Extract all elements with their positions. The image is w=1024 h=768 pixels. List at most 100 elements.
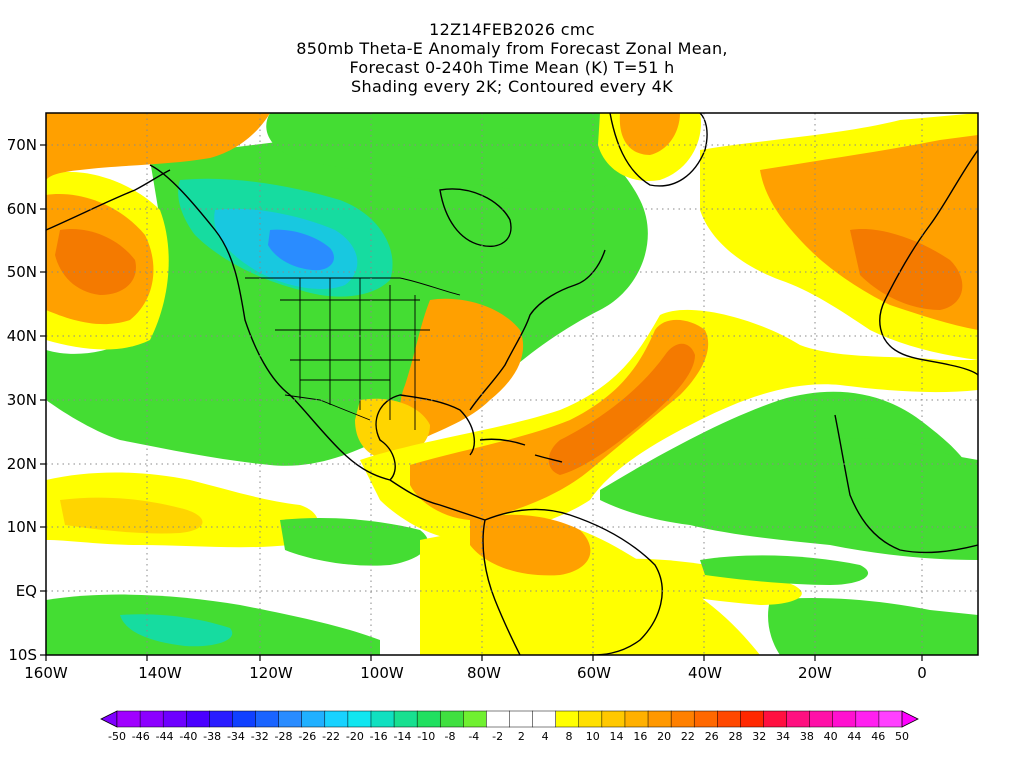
title-forecast-period: Forecast 0-240h Time Mean (K) T=51 h bbox=[349, 58, 675, 77]
lon-label-20w: 20W bbox=[798, 664, 832, 682]
colorbar-swatch bbox=[855, 710, 880, 728]
lon-label-40w: 40W bbox=[688, 664, 722, 682]
field-green-south-atlantic bbox=[768, 598, 978, 655]
field-green-canada-arctic bbox=[266, 113, 635, 192]
lon-label-160w: 160W bbox=[24, 664, 68, 682]
coast-europe bbox=[879, 149, 978, 376]
lat-ticks bbox=[40, 144, 46, 656]
colorbar-label: -16 bbox=[370, 730, 388, 743]
colorbar-label: 8 bbox=[565, 730, 572, 743]
colorbar-label: -28 bbox=[275, 730, 293, 743]
lat-labels: 70N 60N 50N 40N 30N 20N 10N EQ 10S bbox=[7, 136, 37, 664]
colorbar-label: -40 bbox=[179, 730, 197, 743]
colorbar: -50 -46 -44 -40 -38 -34 -32 -28 -26 -22 -20 -16 -14-… bbox=[100, 710, 919, 743]
colorbar-min-arrow bbox=[100, 710, 118, 728]
colorbar-swatch bbox=[278, 710, 303, 728]
coast-caribbean-islands bbox=[479, 438, 563, 463]
colorbar-swatch bbox=[324, 710, 349, 728]
colorbar-swatch bbox=[763, 710, 788, 728]
colorbar-swatch bbox=[740, 710, 765, 728]
colorbar-label: 44 bbox=[847, 730, 861, 743]
colorbar-swatch bbox=[301, 710, 326, 728]
colorbar-swatch bbox=[347, 710, 372, 728]
lon-ticks bbox=[45, 655, 923, 661]
field-yellow-eastern-us bbox=[355, 398, 430, 460]
colorbar-swatch bbox=[416, 710, 441, 728]
coast-south-america bbox=[484, 508, 663, 655]
colorbar-swatch bbox=[786, 710, 811, 728]
colorbar-label: -20 bbox=[346, 730, 364, 743]
colorbar-swatch bbox=[717, 710, 741, 728]
lon-label-60w: 60W bbox=[577, 664, 611, 682]
colorbar-swatch bbox=[555, 710, 580, 728]
colorbar-swatch bbox=[578, 710, 603, 728]
lat-label-70n: 70N bbox=[7, 136, 37, 154]
graticule bbox=[46, 113, 978, 655]
field-orange-south-america bbox=[470, 514, 591, 576]
state-borders bbox=[245, 277, 461, 430]
colorbar-swatch bbox=[486, 710, 511, 728]
colorbar-label: 16 bbox=[633, 730, 647, 743]
map-frame bbox=[45, 112, 979, 656]
coast-central-america bbox=[389, 479, 486, 521]
colorbar-swatch bbox=[509, 710, 534, 728]
lat-label-40n: 40N bbox=[7, 327, 37, 345]
colorbar-label: -32 bbox=[251, 730, 269, 743]
border-us-canada bbox=[245, 277, 461, 296]
field-green-pacific-itcz bbox=[280, 518, 429, 566]
coast-greenland bbox=[609, 113, 708, 187]
colorbar-label: 22 bbox=[681, 730, 695, 743]
colorbar-label: 40 bbox=[824, 730, 838, 743]
anomaly-field bbox=[46, 113, 978, 655]
field-teal-south-pacific bbox=[120, 614, 233, 647]
lon-labels: 160W 140W 120W 100W 80W 60W 40W 20W 0 bbox=[24, 664, 927, 682]
colorbar-max-arrow bbox=[901, 710, 919, 728]
colorbar-label: 46 bbox=[871, 730, 885, 743]
colorbar-label: -4 bbox=[468, 730, 479, 743]
field-dark-orange-alaska bbox=[55, 229, 136, 295]
colorbar-swatch bbox=[116, 710, 141, 728]
colorbar-swatch bbox=[232, 710, 257, 728]
coast-south-america-west bbox=[482, 519, 521, 655]
colorbar-label: 34 bbox=[776, 730, 790, 743]
colorbar-label: -34 bbox=[227, 730, 245, 743]
title-block: 12Z14FEB2026 cmc 850mb Theta-E Anomaly f… bbox=[0, 20, 1024, 96]
colorbar-swatch bbox=[209, 710, 233, 728]
colorbar-label: -46 bbox=[132, 730, 150, 743]
colorbar-label: 10 bbox=[586, 730, 600, 743]
coast-north-america-west bbox=[149, 164, 391, 481]
coast-north-america-east bbox=[469, 249, 606, 411]
colorbar-label: 38 bbox=[800, 730, 814, 743]
lon-label-80w: 80W bbox=[467, 664, 501, 682]
lat-label-eq: EQ bbox=[16, 582, 37, 600]
field-dark-orange-europe bbox=[850, 229, 963, 310]
colorbar-label: 26 bbox=[705, 730, 719, 743]
colorbar-label: -10 bbox=[417, 730, 435, 743]
colorbar-label: -8 bbox=[445, 730, 456, 743]
lon-label-100w: 100W bbox=[360, 664, 404, 682]
field-orange-eastern-us bbox=[400, 298, 524, 440]
lat-label-10s: 10S bbox=[8, 646, 37, 664]
state-grid-lines bbox=[275, 278, 430, 430]
coastlines bbox=[46, 113, 978, 655]
coast-africa bbox=[834, 414, 978, 554]
lat-label-50n: 50N bbox=[7, 263, 37, 281]
colorbar-swatch bbox=[370, 710, 395, 728]
colorbar-swatch bbox=[162, 710, 187, 728]
colorbar-swatch bbox=[878, 710, 903, 728]
colorbar-label: -14 bbox=[393, 730, 411, 743]
field-green-equatorial-atlantic bbox=[700, 555, 869, 585]
colorbar-label: 50 bbox=[895, 730, 909, 743]
lat-label-60n: 60N bbox=[7, 200, 37, 218]
title-run-date: 12Z14FEB2026 cmc bbox=[429, 20, 595, 39]
lat-label-30n: 30N bbox=[7, 391, 37, 409]
colorbar-swatch bbox=[139, 710, 164, 728]
lon-label-120w: 120W bbox=[249, 664, 293, 682]
coast-hudson-bay bbox=[439, 188, 512, 247]
colorbar-label: -44 bbox=[156, 730, 174, 743]
field-yellow-south-atlantic bbox=[600, 558, 802, 605]
colorbar-label: -38 bbox=[203, 730, 221, 743]
colorbar-label: 28 bbox=[728, 730, 742, 743]
coast-alaska bbox=[46, 169, 171, 231]
